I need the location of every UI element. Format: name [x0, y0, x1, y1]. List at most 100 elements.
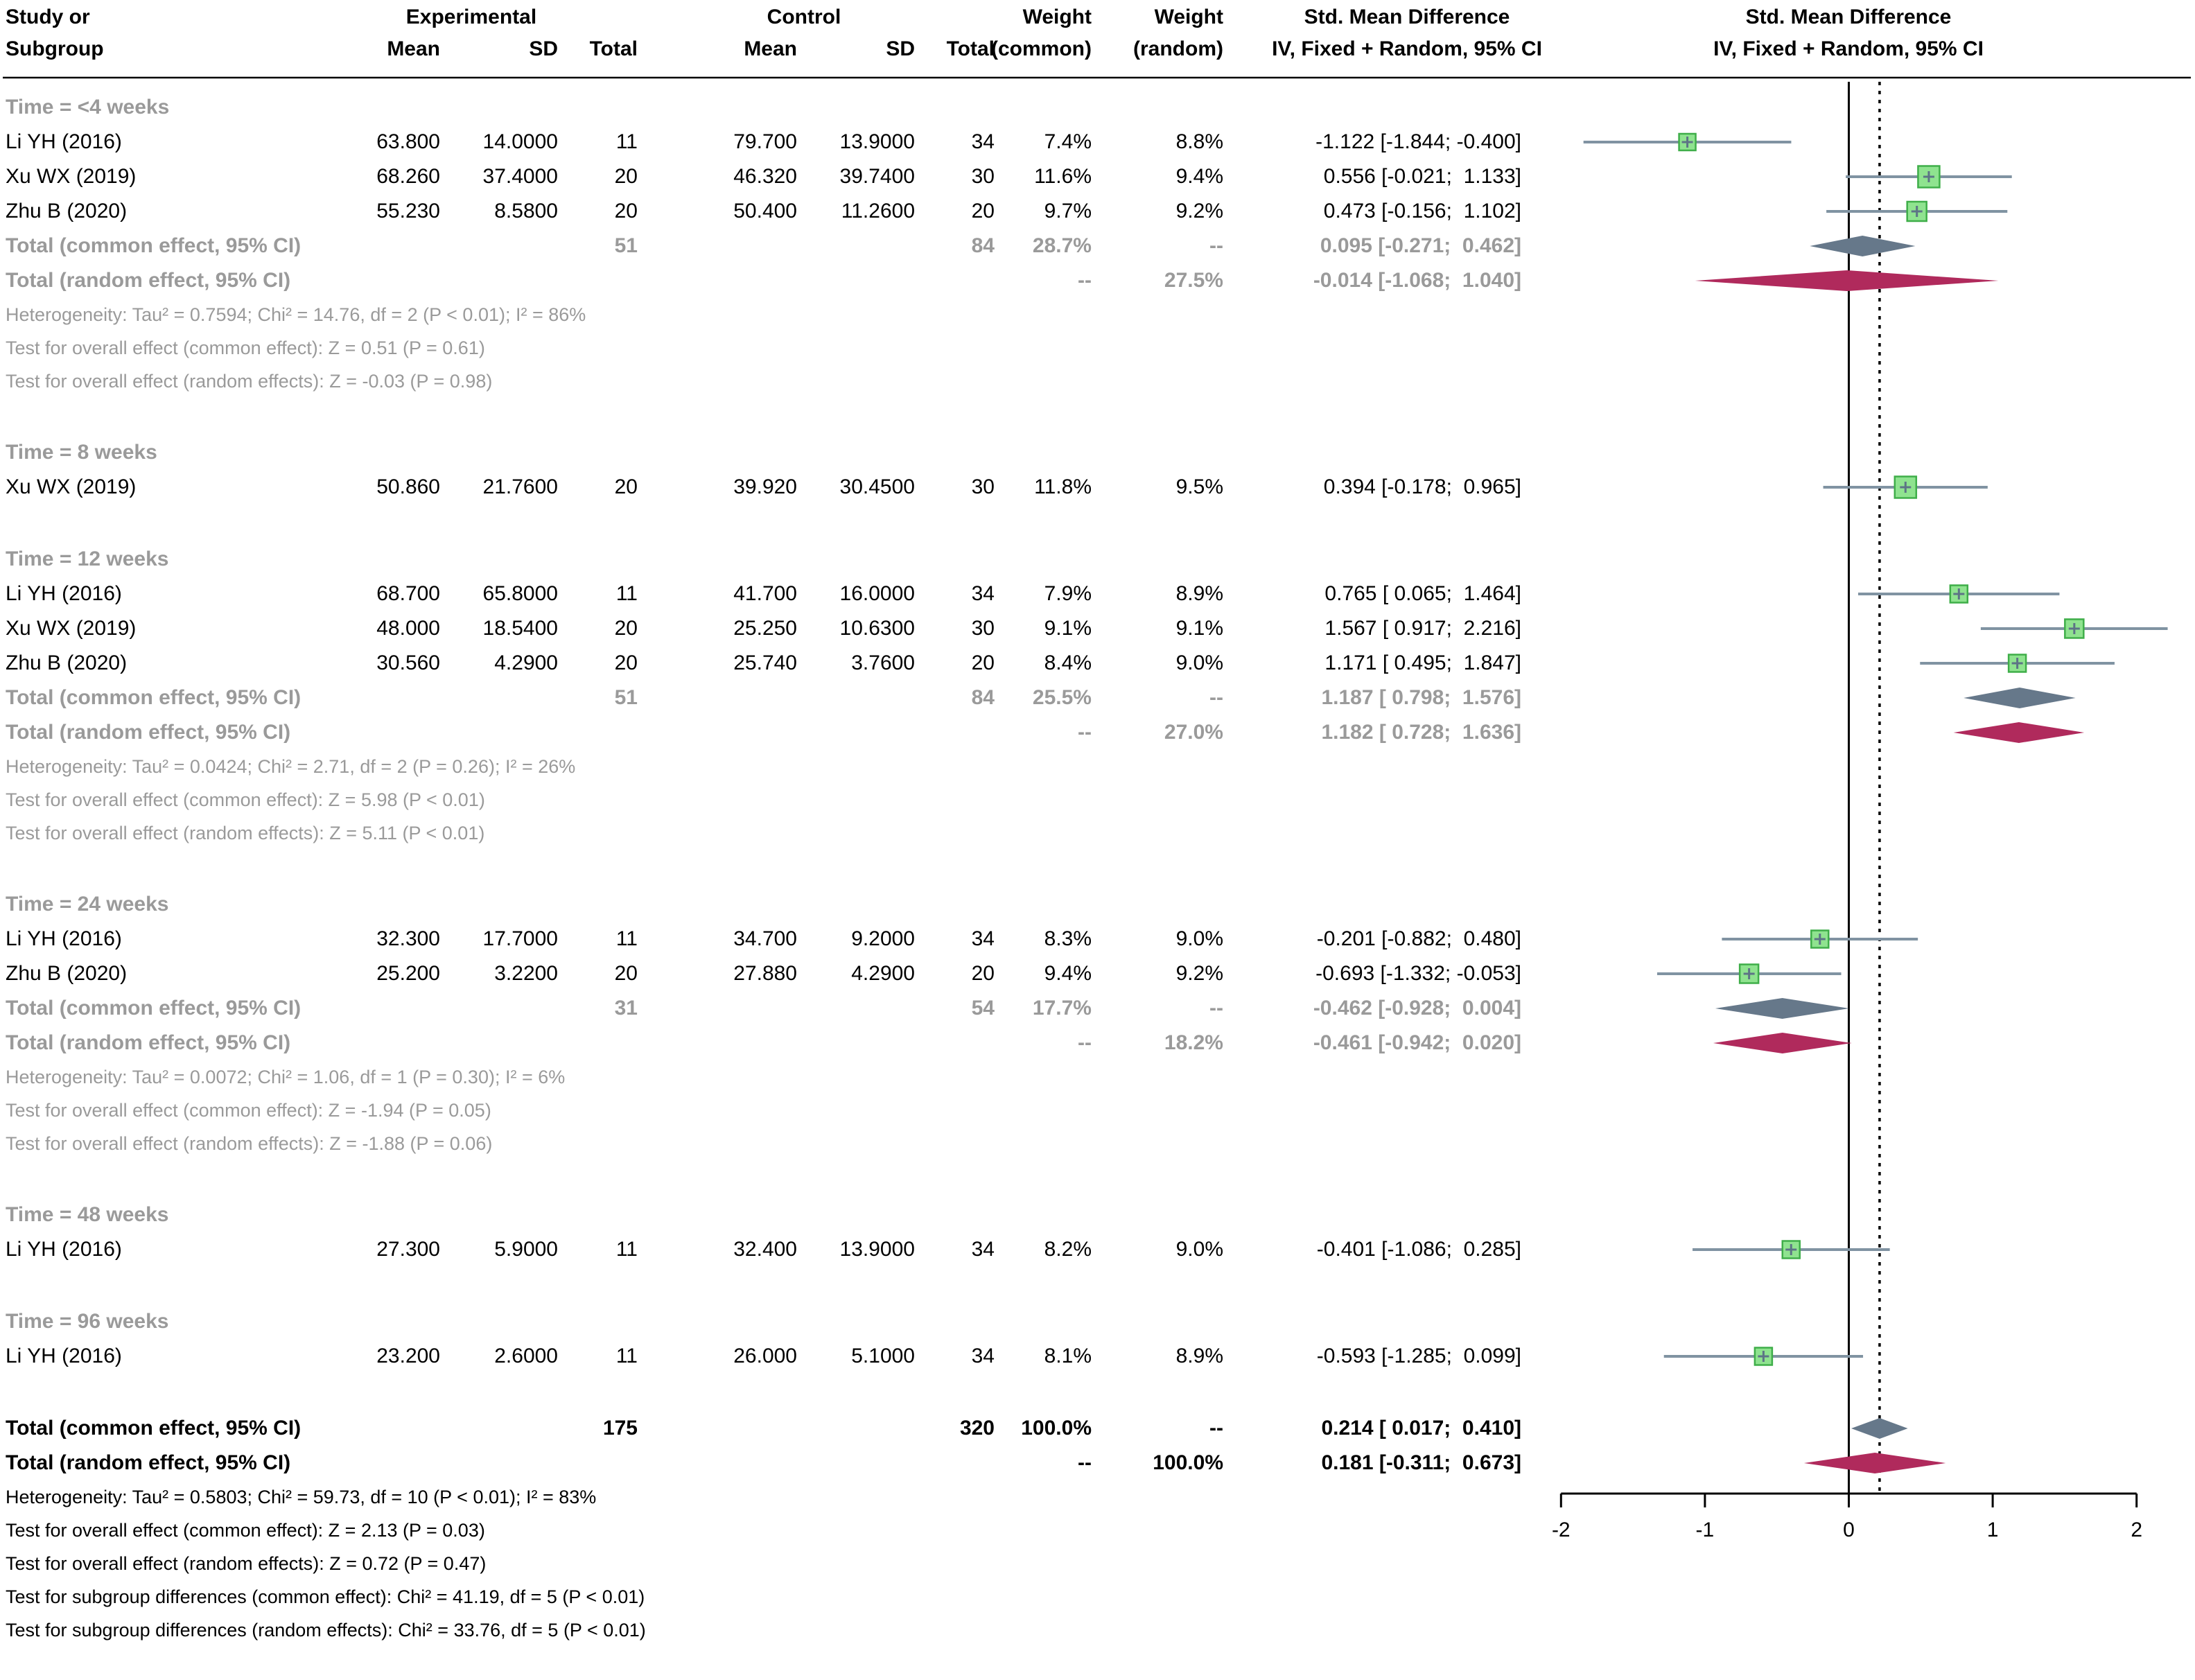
cell-wr: --	[1209, 686, 1223, 709]
cell-label: Li YH (2016)	[6, 582, 122, 605]
cell-label: Test for overall effect (common effect):…	[6, 789, 485, 810]
cell-label: Zhu B (2020)	[6, 962, 128, 985]
cell-wc: 28.7%	[1032, 234, 1092, 257]
subgroup-note-row: Test for overall effect (common effect):…	[0, 1094, 2195, 1127]
cell-label: Time = 8 weeks	[6, 441, 157, 464]
cell-label: Zhu B (2020)	[6, 651, 128, 674]
cell-label: Test for overall effect (random effects)…	[6, 823, 485, 843]
cell-wr: 9.2%	[1175, 200, 1223, 222]
subgroup-total-common-row: Total (common effect, 95% CI) 31 54 17.7% --…	[0, 991, 2195, 1026]
subgroup-note-row: Heterogeneity: Tau² = 0.0424; Chi² = 2.7…	[0, 750, 2195, 783]
cell-ci: 0.473 [-0.156; 1.102]	[1323, 200, 1521, 222]
cell-wc: 9.7%	[1044, 200, 1092, 222]
study-row: Xu WX (2019) 68.260 37.4000 20 46.320 39.7400…	[0, 159, 2195, 194]
study-row: Xu WX (2019) 50.860 21.7600 20 39.920 30.4500…	[0, 470, 2195, 505]
cell-label: Total (random effect, 95% CI)	[6, 721, 291, 744]
cell-et: 11	[615, 1238, 638, 1261]
cell-ci: -0.201 [-0.882; 0.480]	[1316, 927, 1521, 950]
cell-et: 11	[615, 582, 638, 605]
cell-label: Total (common effect, 95% CI)	[6, 997, 301, 1020]
subgroup-header-row: Time = 96 weeks	[0, 1304, 2195, 1339]
cell-label: Xu WX (2019)	[6, 165, 137, 188]
cell-label: Heterogeneity: Tau² = 0.0072; Chi² = 1.0…	[6, 1067, 566, 1087]
cell-ct: 84	[971, 686, 995, 709]
cell-em: 30.560	[376, 651, 440, 674]
cell-esd: 65.8000	[482, 582, 558, 605]
cell-em: 27.300	[376, 1238, 440, 1261]
cell-esd: 17.7000	[482, 927, 558, 950]
random-effect-diamond	[1695, 270, 1999, 291]
col-header-study-or: Study or	[6, 6, 90, 28]
cell-ct: 20	[971, 962, 995, 985]
cell-cm: 32.400	[733, 1238, 797, 1261]
cell-ct: 34	[971, 582, 995, 605]
cell-et: 20	[614, 165, 638, 188]
cell-wr: 9.2%	[1175, 962, 1223, 985]
subgroup-total-random-row: Total (random effect, 95% CI) -- 18.2% -0.4…	[0, 1026, 2195, 1060]
cell-wc: 25.5%	[1032, 686, 1092, 709]
cell-wr: 100.0%	[1153, 1451, 1223, 1474]
cell-et: 20	[614, 475, 638, 498]
cell-ct: 34	[971, 1238, 995, 1261]
subgroup-total-random-row: Total (random effect, 95% CI) -- 27.0% 1.18…	[0, 715, 2195, 750]
x-axis-tick-label: -2	[1552, 1519, 1571, 1541]
subgroup-note-row: Test for overall effect (random effects)…	[0, 365, 2195, 398]
cell-label: Xu WX (2019)	[6, 475, 137, 498]
cell-ci: -0.461 [-0.942; 0.020]	[1313, 1031, 1521, 1054]
x-axis-tick-label: 2	[2131, 1519, 2142, 1541]
cell-label: Test for overall effect (common effect):…	[6, 338, 485, 358]
cell-em: 23.200	[376, 1345, 440, 1367]
subgroup-header-row: Time = 24 weeks	[0, 887, 2195, 922]
cell-label: Time = <4 weeks	[6, 96, 170, 119]
cell-em: 48.000	[376, 617, 440, 640]
cell-wc: 9.1%	[1044, 617, 1092, 640]
cell-label: Time = 48 weeks	[6, 1203, 169, 1226]
study-row: Zhu B (2020) 25.200 3.2200 20 27.880 4.2900 20…	[0, 956, 2195, 991]
cell-label: Li YH (2016)	[6, 927, 122, 950]
overall-note-row: Test for overall effect (random effects)…	[0, 1547, 2195, 1580]
cell-et: 175	[602, 1417, 638, 1440]
cell-wr: 9.5%	[1175, 475, 1223, 498]
cell-em: 55.230	[376, 200, 440, 222]
cell-cm: 27.880	[733, 962, 797, 985]
subgroup-header-row: Time = 12 weeks	[0, 542, 2195, 577]
cell-et: 20	[614, 617, 638, 640]
cell-wc: 8.1%	[1044, 1345, 1092, 1367]
cell-wr: 9.0%	[1175, 1238, 1223, 1261]
cell-ct: 20	[971, 651, 995, 674]
common-effect-diamond	[1964, 688, 2076, 708]
col-header-exp-total: Total	[589, 37, 638, 60]
cell-wc: 8.2%	[1044, 1238, 1092, 1261]
cell-wc: --	[1078, 1031, 1092, 1054]
cell-em: 25.200	[376, 962, 440, 985]
col-header-ctrl-total: Total	[946, 37, 995, 60]
cell-wc: 11.8%	[1034, 475, 1092, 498]
col-header-exp-mean: Mean	[387, 37, 440, 60]
cell-label: Total (common effect, 95% CI)	[6, 686, 301, 709]
cell-et: 20	[614, 651, 638, 674]
cell-ct: 84	[971, 234, 995, 257]
cell-csd: 10.6300	[839, 617, 915, 640]
cell-ct: 30	[971, 165, 995, 188]
cell-label: Heterogeneity: Tau² = 0.7594; Chi² = 14.…	[6, 304, 586, 325]
subgroup-header-row: Time = <4 weeks	[0, 90, 2195, 125]
cell-ci: 1.171 [ 0.495; 1.847]	[1324, 651, 1521, 674]
col-header-weight-common: Weight	[1022, 6, 1092, 28]
cell-esd: 2.6000	[494, 1345, 558, 1367]
cell-csd: 9.2000	[851, 927, 915, 950]
cell-cm: 26.000	[733, 1345, 797, 1367]
col-header-method-text: IV, Fixed + Random, 95% CI	[1272, 37, 1542, 60]
cell-label: Zhu B (2020)	[6, 200, 128, 222]
x-axis-tick-label: 1	[1987, 1519, 1999, 1541]
cell-ci: 1.187 [ 0.798; 1.576]	[1321, 686, 1521, 709]
cell-esd: 37.4000	[482, 165, 558, 188]
cell-label: Li YH (2016)	[6, 1345, 122, 1367]
subgroup-total-common-row: Total (common effect, 95% CI) 51 84 25.5% --…	[0, 681, 2195, 715]
cell-csd: 5.1000	[851, 1345, 915, 1367]
cell-label: Test for overall effect (random effects)…	[6, 371, 493, 392]
cell-et: 11	[615, 1345, 638, 1367]
cell-em: 68.700	[376, 582, 440, 605]
cell-wr: 9.4%	[1175, 165, 1223, 188]
cell-ct: 20	[971, 200, 995, 222]
cell-label: Time = 24 weeks	[6, 893, 169, 916]
